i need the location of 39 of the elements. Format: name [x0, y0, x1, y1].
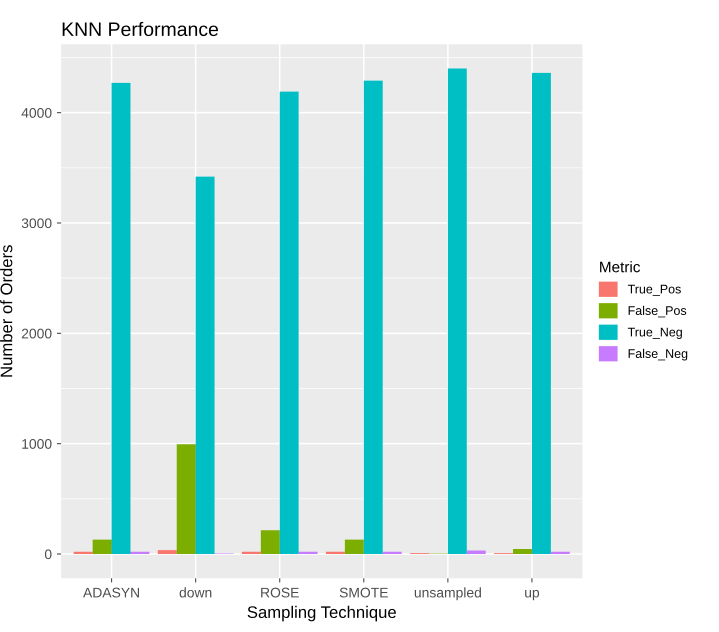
x-tick-label: ROSE — [261, 588, 299, 598]
y-axis-title: Number of Orders — [0, 245, 12, 377]
x-tick-label: down — [180, 587, 212, 598]
bar — [130, 552, 150, 554]
x-tick-label: unsampled — [414, 587, 481, 600]
bar — [298, 552, 318, 554]
bar — [364, 80, 383, 554]
bar — [344, 540, 364, 554]
bar — [280, 92, 299, 554]
bar — [260, 530, 280, 554]
y-tick-label: 1000 — [22, 439, 52, 449]
legend-label: False_Neg — [628, 348, 688, 360]
legend-title: Metric — [600, 261, 640, 272]
x-tick-label: ADASYN — [83, 588, 139, 598]
bar — [158, 550, 177, 554]
x-tick-label: SMOTE — [340, 588, 388, 598]
bar — [242, 552, 261, 554]
bar — [74, 552, 93, 554]
y-tick-label: 0 — [44, 549, 52, 560]
bar — [550, 552, 570, 554]
bar — [92, 540, 112, 554]
y-tick-label: 2000 — [22, 328, 52, 338]
bar — [532, 72, 551, 554]
bar — [112, 82, 130, 554]
legend-label: True_Pos — [628, 284, 681, 296]
bar — [513, 549, 532, 554]
bar — [382, 552, 402, 554]
bar — [448, 68, 467, 554]
y-tick-label: 4000 — [22, 108, 52, 118]
bar — [196, 176, 215, 554]
legend-label: True_Neg — [628, 328, 682, 339]
y-tick-label: 3000 — [22, 218, 52, 228]
legend-label: False_Pos — [628, 306, 686, 318]
x-tick-label: up — [525, 590, 540, 600]
chart-title: KNN Performance — [62, 22, 218, 36]
bar — [176, 444, 196, 554]
bar — [326, 552, 345, 554]
x-axis-title: Sampling Technique — [248, 606, 396, 622]
bar — [466, 550, 486, 554]
